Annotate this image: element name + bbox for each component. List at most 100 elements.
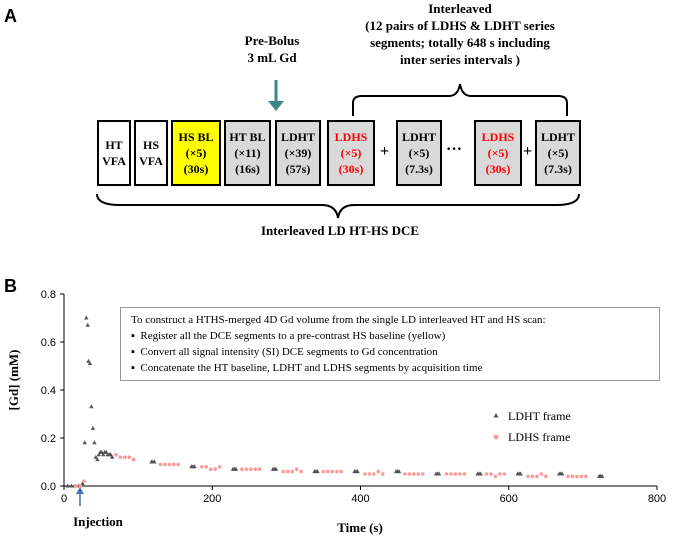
ldhs-point bbox=[78, 484, 83, 488]
ldhs-point bbox=[299, 469, 304, 474]
interleaved-note-line-2: (12 pairs of LDHS & LDHT series bbox=[365, 18, 555, 33]
box-ldhs-2-line-3: (30s) bbox=[485, 162, 511, 176]
ldhs-point bbox=[575, 474, 579, 479]
box-ldht-3-line-2: (×5) bbox=[547, 146, 569, 160]
ldhs-point bbox=[82, 479, 86, 483]
ldhs-point bbox=[167, 462, 172, 467]
ellipsis-separator: ··· bbox=[446, 141, 463, 158]
ldhs-point bbox=[502, 472, 507, 476]
box-ldht-1-line-2: (×39) bbox=[284, 146, 312, 160]
ldht-point bbox=[82, 440, 87, 445]
interleaved-note-line-3: segments; totally 648 s including bbox=[370, 35, 550, 50]
box-ldhs-1: LDHS (×5) (30s) bbox=[327, 120, 375, 186]
ldhs-point bbox=[158, 462, 163, 467]
ldht-point bbox=[90, 425, 96, 430]
ldht-point bbox=[315, 469, 320, 474]
ldhs-point bbox=[367, 472, 372, 476]
ldht-point bbox=[93, 454, 99, 459]
panel-a-label: A bbox=[4, 6, 17, 26]
box-ldhs-2-line-1: LDHS bbox=[481, 130, 515, 144]
interleaved-top-brace bbox=[352, 83, 568, 116]
prebolus-label: Pre-Bolus 3 mL Gd bbox=[229, 32, 315, 66]
box-ldht-3-line-3: (7.3s) bbox=[544, 162, 572, 176]
ldhs-point bbox=[339, 469, 344, 474]
ldht-point bbox=[396, 469, 402, 474]
ldht-point bbox=[69, 483, 74, 488]
box-hs-vfa-line-2: VFA bbox=[139, 154, 163, 168]
ldhs-point bbox=[257, 467, 262, 471]
box-ldhs-2-line-2: (×5) bbox=[487, 146, 509, 160]
chart-marks bbox=[65, 315, 605, 488]
ldhs-point bbox=[566, 474, 570, 479]
ldht-point bbox=[104, 449, 109, 454]
box-ldht-3-line-1: LDHT bbox=[540, 130, 575, 144]
ldht-point bbox=[96, 452, 102, 457]
interleaved-note: Interleaved (12 pairs of LDHS & LDHT ser… bbox=[340, 0, 580, 68]
ldht-point bbox=[478, 471, 483, 476]
method-step-1-text: Register all the DCE segments to a pre-c… bbox=[140, 330, 446, 342]
plus-separator-1: + bbox=[380, 143, 390, 160]
box-ldht-3: LDHT (×5) (7.3s) bbox=[535, 120, 581, 186]
ldht-point bbox=[233, 466, 239, 471]
ldhs-point bbox=[498, 472, 502, 476]
injection-label: Injection bbox=[73, 514, 124, 529]
method-step-2-text: Convert all signal intensity (SI) DCE se… bbox=[140, 346, 438, 358]
ldhs-point bbox=[363, 472, 367, 476]
ldhs-point bbox=[321, 469, 326, 474]
ldhs-point bbox=[200, 465, 204, 469]
ldht-point bbox=[108, 452, 113, 457]
ldht-point bbox=[559, 471, 565, 476]
box-ht-vfa: HT VFA bbox=[97, 120, 131, 186]
interleaved-note-line-4: inter series intervals ) bbox=[400, 52, 520, 67]
y-axis-label: [Gd] (mM) bbox=[6, 349, 21, 410]
ldhs-point bbox=[535, 474, 539, 479]
box-ht-vfa-line-2: VFA bbox=[102, 154, 126, 168]
box-ldht-2-line-3: (7.3s) bbox=[405, 162, 433, 176]
x-axis-label: Time (s) bbox=[337, 520, 383, 535]
method-step-2: ▪ Convert all signal intensity (SI) DCE … bbox=[131, 346, 438, 358]
ldhs-point bbox=[118, 455, 123, 459]
y-tick-label: 0.8 bbox=[41, 289, 56, 301]
ldhs-point bbox=[176, 462, 180, 467]
ldht-point bbox=[87, 361, 93, 366]
ldhs-point bbox=[584, 474, 588, 479]
x-tick-label: 600 bbox=[500, 493, 518, 505]
ldhs-point bbox=[376, 469, 381, 474]
ldhs-point bbox=[458, 472, 462, 476]
chart-axes: 0 200 400 600 800 0.0 0.2 0.4 0.6 0.8 bbox=[41, 289, 666, 505]
ldht-point bbox=[92, 440, 97, 445]
box-ht-bl-line-3: (16s) bbox=[235, 162, 260, 176]
method-step-3: ▪ Concatenate the HT baseline, LDHT and … bbox=[131, 362, 483, 374]
panel-b-label: B bbox=[4, 276, 17, 296]
ldhs-point bbox=[281, 469, 286, 474]
ldhs-point bbox=[380, 472, 385, 476]
ldhs-point bbox=[462, 472, 467, 476]
x-tick-label: 0 bbox=[61, 493, 67, 505]
ldhs-point bbox=[412, 472, 416, 476]
ldht-point bbox=[599, 473, 605, 478]
ldhs-point bbox=[330, 469, 335, 474]
x-tick-label: 400 bbox=[351, 493, 369, 505]
box-ht-bl-line-2: (×11) bbox=[234, 146, 261, 160]
ldhs-point bbox=[530, 474, 535, 479]
ldhs-point bbox=[449, 472, 453, 476]
ldht-point bbox=[518, 471, 523, 476]
box-ldht-2-line-2: (×5) bbox=[408, 146, 430, 160]
ldhs-point bbox=[484, 472, 489, 476]
injection-arrow-head bbox=[76, 487, 84, 494]
box-ht-bl-line-1: HT BL bbox=[229, 130, 266, 144]
ldht-point bbox=[192, 464, 197, 469]
ldhs-point bbox=[253, 467, 258, 471]
ldhs-point bbox=[372, 472, 376, 476]
x-tick-label: 200 bbox=[203, 493, 221, 505]
box-hs-vfa: HS VFA bbox=[134, 120, 168, 186]
ldhs-point bbox=[217, 465, 222, 469]
box-ht-bl: HT BL (×11) (16s) bbox=[224, 120, 271, 186]
ldht-point bbox=[273, 466, 279, 471]
ldhs-point bbox=[244, 467, 249, 471]
panel-a-graphics bbox=[96, 80, 580, 219]
prebolus-arrow-head bbox=[268, 101, 284, 111]
legend-ldhs-marker bbox=[493, 434, 499, 440]
ldhs-point bbox=[163, 462, 167, 467]
box-ldht-2-line-1: LDHT bbox=[401, 130, 436, 144]
